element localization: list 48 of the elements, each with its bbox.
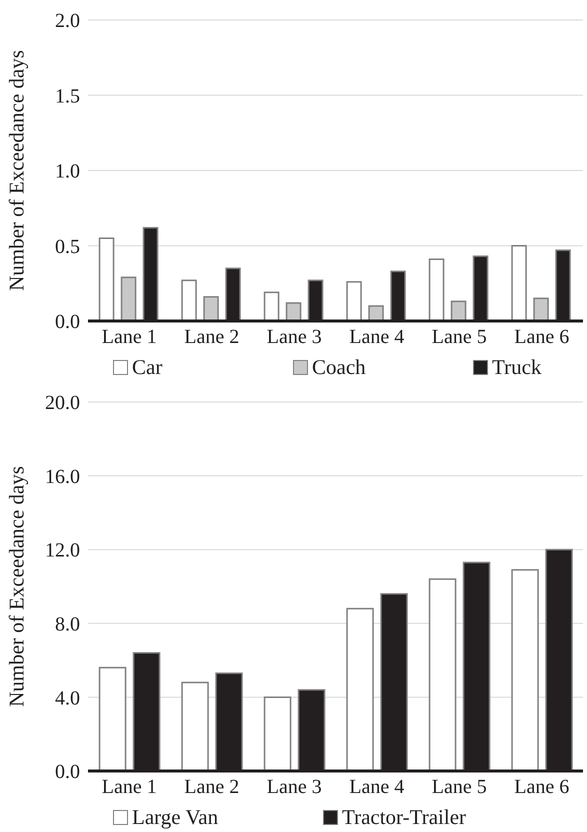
y-tick-label: 8.0 [55,614,80,636]
x-tick-label: Lane 4 [349,326,404,348]
y-tick-label: 1.0 [55,160,80,183]
x-tick-label: Lane 1 [102,776,157,798]
legend-label: Tractor-Trailer [342,805,466,830]
y-tick-label: 16.0 [45,466,80,488]
x-tick-label: Lane 2 [184,326,240,348]
x-tick-label: Lane 6 [514,326,570,348]
x-tick-label: Lane 1 [102,326,157,348]
x-tick-label: Lane 5 [432,326,487,348]
y-tick-label: 2.0 [55,10,80,32]
bar [428,258,444,321]
y-tick-label: 0.0 [55,761,80,784]
y-tick-label: 0.0 [55,311,80,334]
x-tick-label: Lane 3 [266,326,322,348]
legend-label: Car [132,355,162,380]
x-tick-label: Lane 6 [514,776,570,798]
bar [346,281,362,321]
bar [511,245,527,321]
bar [533,298,549,321]
legend-label: Truck [492,355,542,380]
bar [450,300,466,321]
legend-label: Large Van [132,805,218,830]
x-tick-label: Lane 2 [184,776,240,798]
x-tick-label: Lane 4 [349,776,404,798]
x-tick-label: Lane 5 [432,776,487,798]
bar [181,682,209,771]
bar [98,666,126,771]
bar [98,237,114,321]
bar [120,276,136,321]
bar [181,280,197,321]
y-tick-label: 0.5 [55,236,80,258]
bar [511,569,539,771]
bar [264,696,292,771]
y-axis-title: Number of Exceedance days [4,50,28,291]
bar [286,302,302,321]
bar [428,578,456,771]
bar [203,296,219,321]
y-tick-label: 20.0 [45,392,80,414]
bar [346,608,374,771]
y-axis-title: Number of Exceedance days [4,466,28,707]
y-tick-label: 1.5 [55,85,80,108]
x-tick-label: Lane 3 [266,776,322,798]
bar [368,305,384,321]
y-tick-label: 4.0 [55,687,80,710]
legend-label: Coach [312,355,366,380]
y-tick-label: 12.0 [45,540,80,562]
bar [264,292,280,321]
